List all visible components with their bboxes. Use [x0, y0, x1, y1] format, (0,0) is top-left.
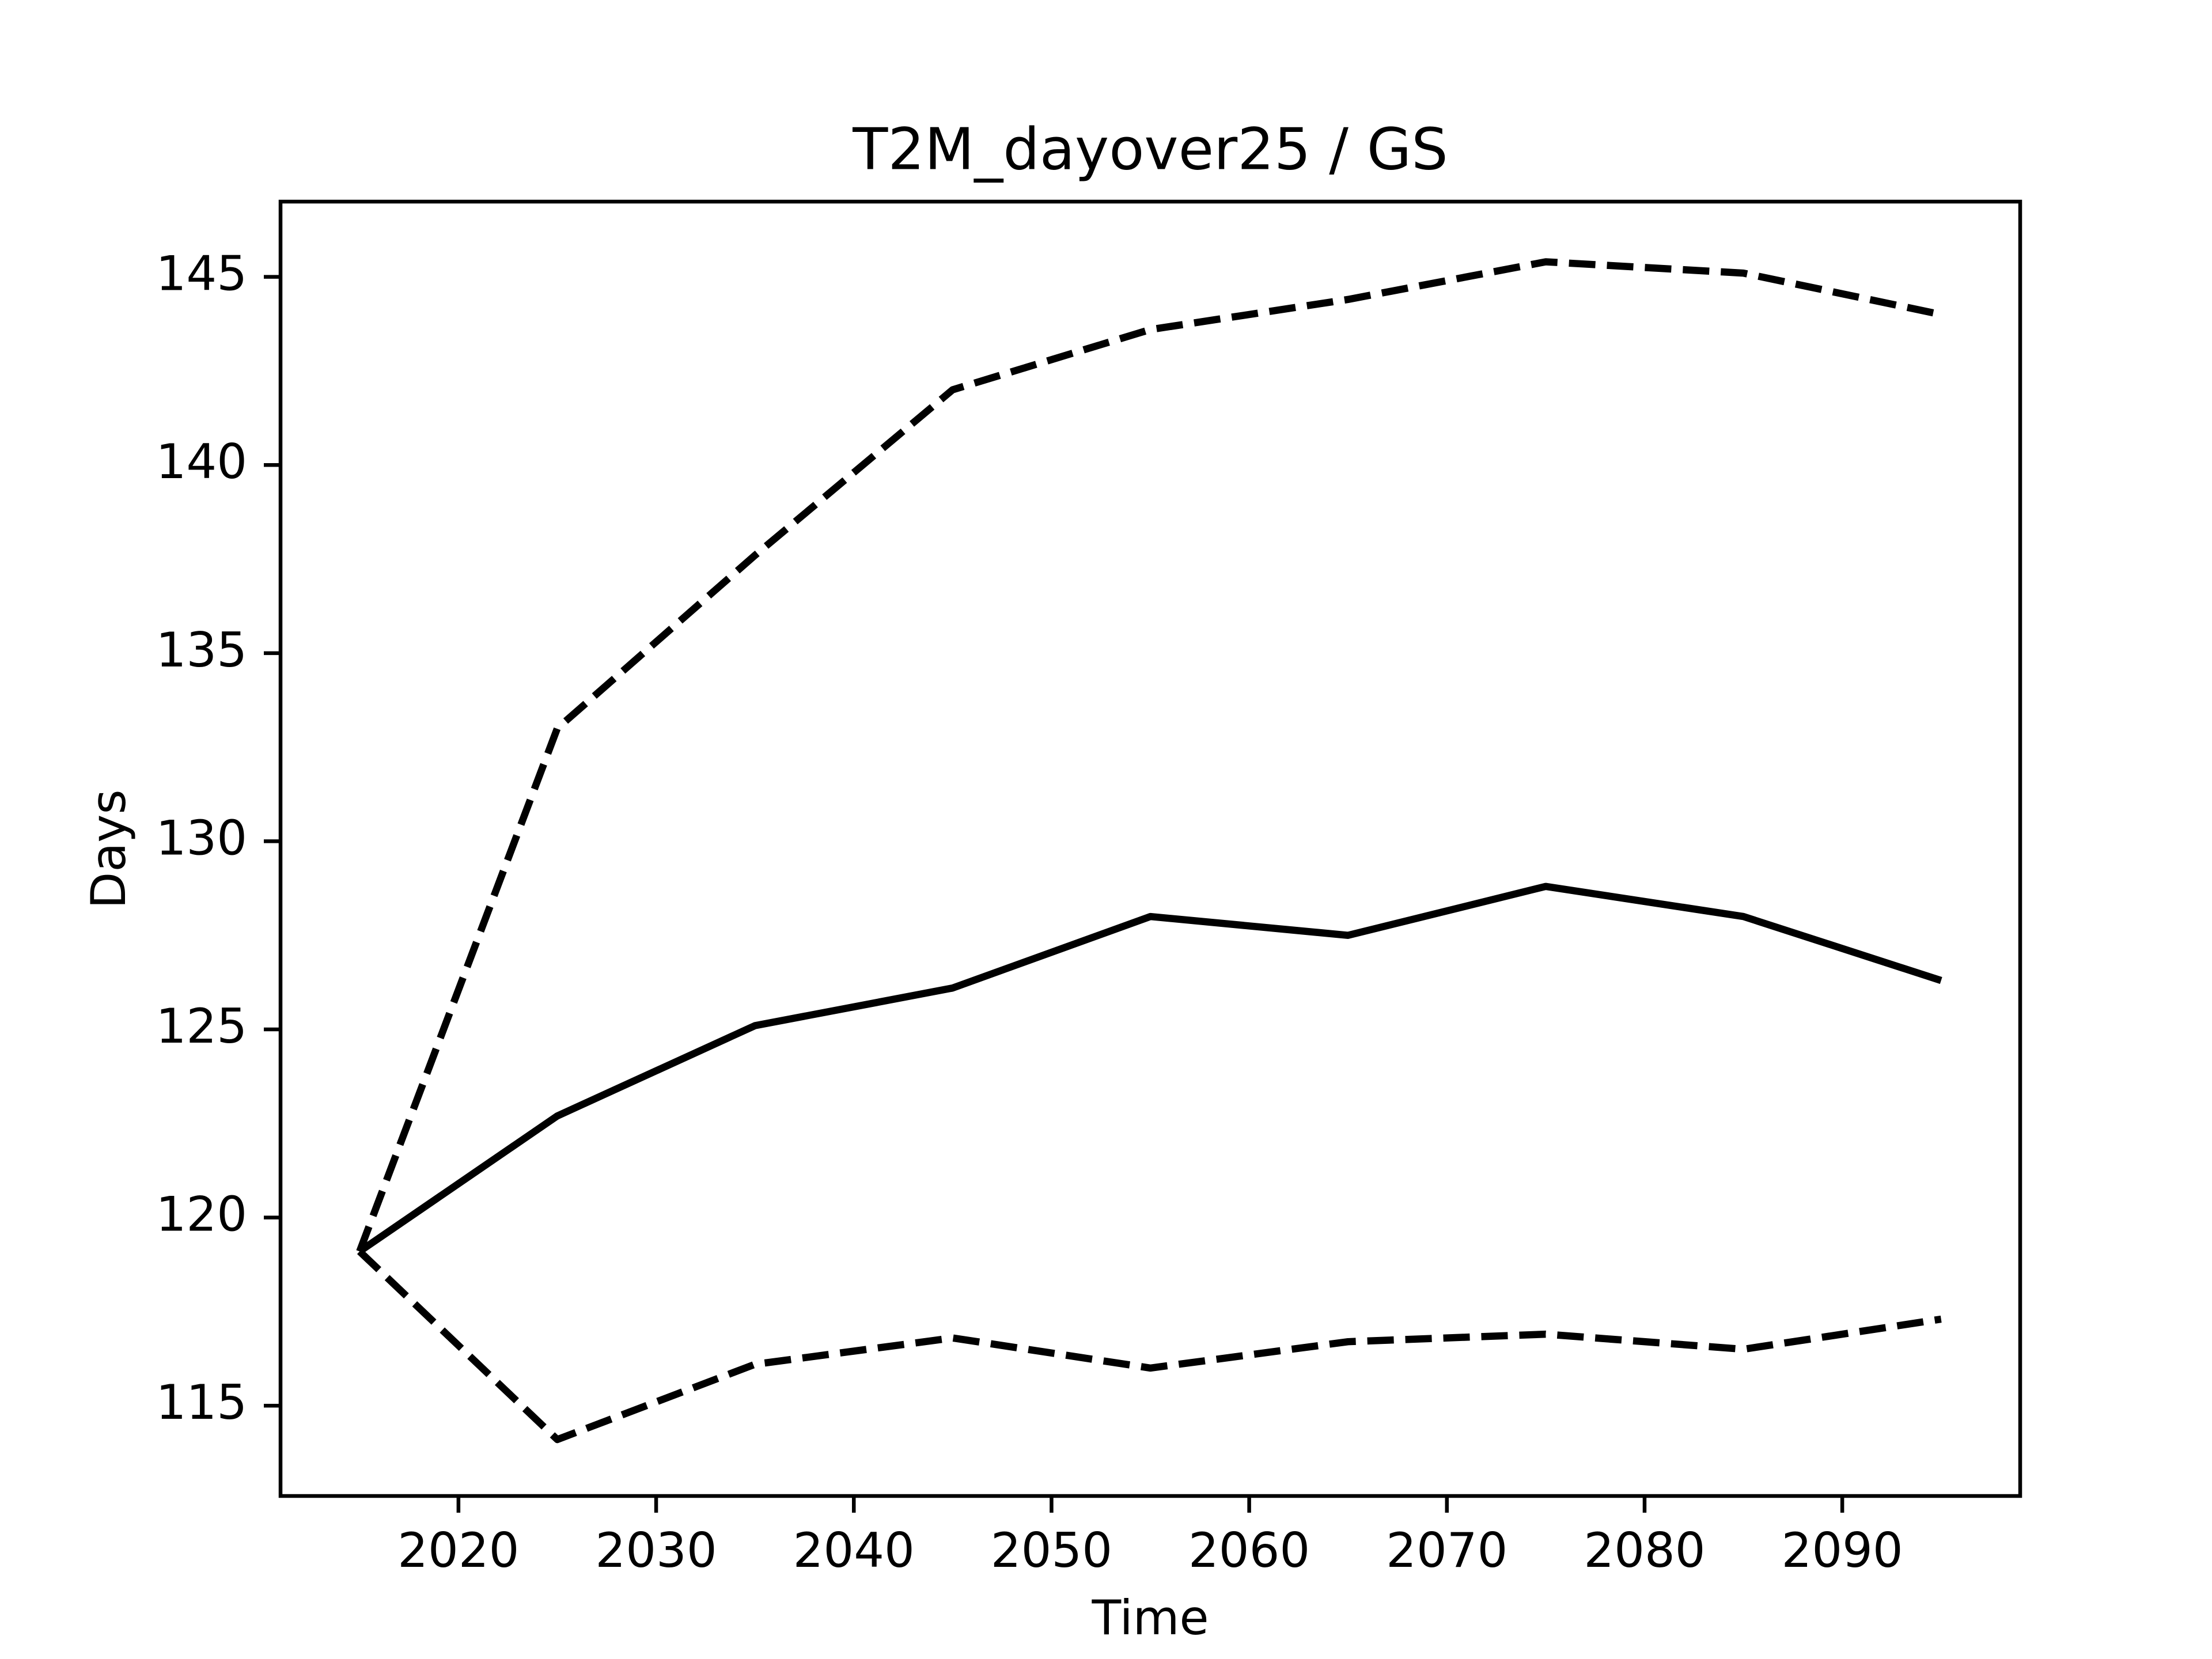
- y-tick-label: 115: [156, 1374, 247, 1430]
- chart-title: T2M_dayover25 / GS: [852, 115, 1448, 183]
- y-tick-label: 140: [156, 434, 247, 490]
- y-tick-label: 120: [156, 1187, 247, 1243]
- x-tick-label: 2050: [991, 1522, 1112, 1578]
- plot-frame: [278, 199, 2022, 1498]
- x-tick-label: 2090: [1782, 1522, 1903, 1578]
- y-tick-label: 130: [156, 810, 247, 866]
- y-tick-label: 145: [156, 246, 247, 302]
- y-tick-label: 125: [156, 998, 247, 1054]
- x-tick-label: 2070: [1386, 1522, 1508, 1578]
- x-tick-label: 2080: [1584, 1522, 1705, 1578]
- x-tick-label: 2030: [595, 1522, 717, 1578]
- x-tick-label: 2020: [397, 1522, 519, 1578]
- y-axis-label: Days: [81, 789, 137, 908]
- series-line: [357, 1248, 1942, 1444]
- series-line: [357, 882, 1942, 1255]
- y-tick-label: 135: [156, 622, 247, 678]
- x-tick-label: 2060: [1188, 1522, 1310, 1578]
- x-tick-label: 2040: [793, 1522, 915, 1578]
- series-line: [356, 258, 1942, 1253]
- x-axis-label: Time: [1091, 1590, 1209, 1646]
